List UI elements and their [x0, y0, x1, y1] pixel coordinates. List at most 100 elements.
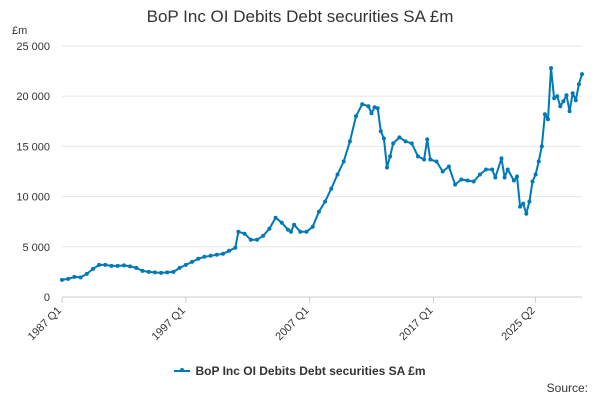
data-point[interactable] — [78, 275, 83, 280]
data-point[interactable] — [255, 237, 259, 242]
data-point[interactable] — [128, 264, 133, 269]
data-point[interactable] — [323, 199, 328, 204]
data-point[interactable] — [453, 182, 458, 187]
data-point[interactable] — [369, 111, 374, 116]
data-point[interactable] — [329, 186, 334, 191]
data-point[interactable] — [202, 254, 207, 259]
data-point[interactable] — [539, 144, 544, 149]
data-point[interactable] — [146, 269, 151, 274]
data-point[interactable] — [580, 72, 584, 77]
data-point[interactable] — [385, 165, 389, 170]
data-point[interactable] — [502, 175, 507, 180]
data-point[interactable] — [573, 98, 578, 103]
data-point[interactable] — [378, 129, 383, 134]
data-point[interactable] — [84, 271, 89, 276]
data-point[interactable] — [279, 220, 284, 225]
data-point[interactable] — [391, 141, 396, 146]
data-point[interactable] — [515, 174, 519, 179]
data-point[interactable] — [304, 229, 309, 234]
data-point[interactable] — [152, 270, 157, 275]
legend[interactable]: BoP Inc OI Debits Debt securities SA £m — [0, 364, 600, 378]
data-point[interactable] — [493, 175, 498, 180]
data-point[interactable] — [416, 154, 420, 159]
data-point[interactable] — [524, 211, 529, 216]
data-point[interactable] — [159, 270, 163, 275]
data-point[interactable] — [381, 136, 386, 141]
data-point[interactable] — [298, 229, 303, 234]
data-point[interactable] — [542, 112, 547, 117]
data-point[interactable] — [360, 102, 365, 107]
data-point[interactable] — [97, 262, 102, 267]
data-point[interactable] — [422, 157, 427, 162]
data-point[interactable] — [440, 169, 445, 174]
data-point[interactable] — [267, 226, 272, 231]
data-point[interactable] — [183, 262, 188, 267]
data-point[interactable] — [552, 96, 557, 101]
data-point[interactable] — [561, 99, 566, 104]
data-point[interactable] — [261, 233, 266, 238]
data-point[interactable] — [465, 178, 470, 183]
data-point[interactable] — [66, 276, 71, 281]
data-point[interactable] — [248, 237, 253, 242]
data-point[interactable] — [273, 215, 278, 220]
data-point[interactable] — [91, 266, 95, 271]
data-point[interactable] — [536, 159, 541, 164]
data-point[interactable] — [121, 263, 126, 268]
data-point[interactable] — [236, 229, 241, 234]
data-point[interactable] — [72, 274, 77, 279]
data-point[interactable] — [570, 91, 575, 96]
data-point[interactable] — [171, 269, 176, 274]
data-point[interactable] — [549, 66, 553, 71]
data-point[interactable] — [190, 259, 194, 264]
data-point[interactable] — [546, 117, 550, 122]
data-point[interactable] — [511, 178, 516, 183]
data-point[interactable] — [109, 263, 114, 268]
data-point[interactable] — [214, 252, 219, 257]
data-point[interactable] — [177, 265, 182, 270]
data-point[interactable] — [115, 263, 120, 268]
data-point[interactable] — [505, 167, 510, 172]
data-point[interactable] — [103, 262, 108, 267]
data-point[interactable] — [196, 256, 201, 261]
data-point[interactable] — [233, 245, 238, 250]
data-point[interactable] — [335, 172, 340, 177]
data-point[interactable] — [347, 139, 352, 144]
data-point[interactable] — [530, 179, 535, 184]
data-point[interactable] — [555, 94, 560, 99]
data-point[interactable] — [242, 231, 247, 236]
data-point[interactable] — [208, 253, 213, 258]
data-point[interactable] — [428, 157, 433, 162]
data-point[interactable] — [354, 114, 358, 119]
data-point[interactable] — [446, 164, 451, 169]
data-point[interactable] — [310, 224, 315, 229]
data-point[interactable] — [409, 141, 414, 146]
data-point[interactable] — [527, 199, 532, 204]
data-point[interactable] — [341, 159, 346, 164]
data-point[interactable] — [289, 229, 293, 234]
data-point[interactable] — [471, 179, 476, 184]
data-point[interactable] — [477, 172, 482, 177]
data-point[interactable] — [165, 270, 170, 275]
data-point[interactable] — [388, 154, 393, 159]
data-point[interactable] — [134, 265, 139, 270]
data-point[interactable] — [521, 201, 526, 206]
data-point[interactable] — [292, 222, 297, 227]
data-point[interactable] — [484, 167, 488, 172]
data-point[interactable] — [140, 268, 145, 273]
data-point[interactable] — [434, 159, 439, 164]
data-point[interactable] — [499, 156, 504, 161]
data-point[interactable] — [403, 139, 408, 144]
data-point[interactable] — [533, 172, 538, 177]
data-point[interactable] — [564, 93, 569, 98]
data-point[interactable] — [576, 82, 581, 87]
data-point[interactable] — [60, 277, 64, 282]
data-point[interactable] — [459, 177, 464, 182]
data-point[interactable] — [490, 167, 495, 172]
data-point[interactable] — [221, 251, 225, 256]
data-point[interactable] — [286, 227, 290, 232]
data-point[interactable] — [372, 105, 377, 110]
data-point[interactable] — [518, 204, 523, 209]
data-point[interactable] — [375, 106, 380, 111]
data-point[interactable] — [558, 104, 563, 109]
data-point[interactable] — [425, 137, 430, 142]
